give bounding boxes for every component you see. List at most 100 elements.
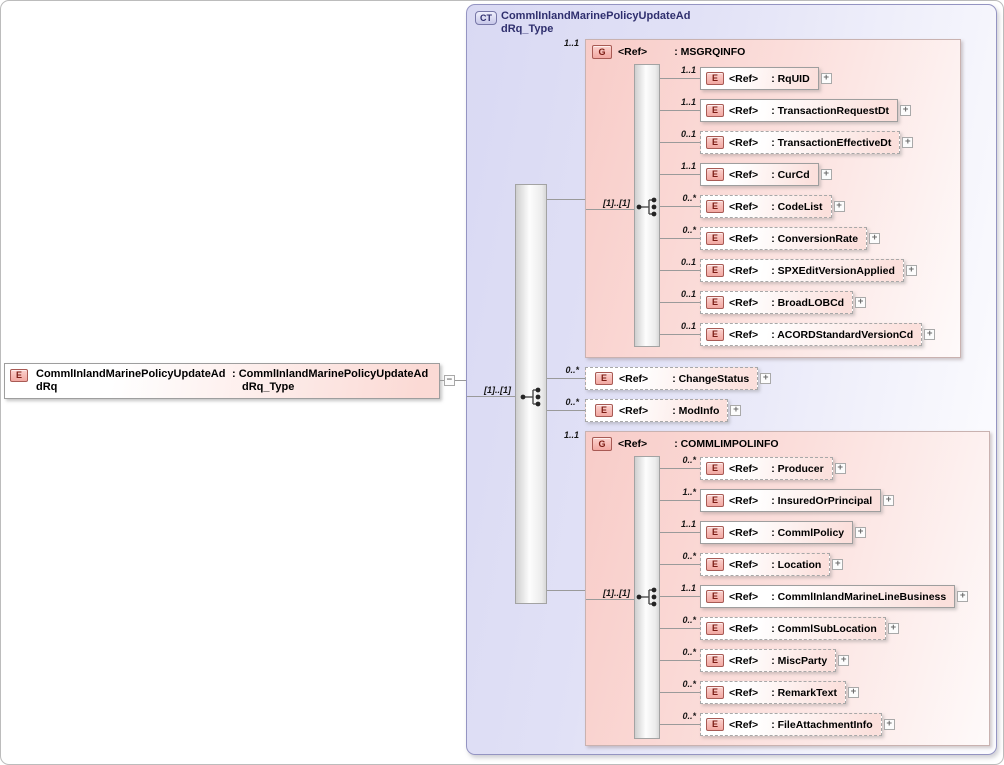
ref-keyword: <Ref>: [618, 45, 648, 58]
group-header: G <Ref> : COMMLIMPOLINFO: [592, 436, 779, 451]
element-box-comml-policy[interactable]: E <Ref> : CommlPolicy: [700, 521, 854, 544]
element-box-misc-party[interactable]: E <Ref> : MiscParty: [700, 649, 837, 672]
cardinality-label: 1..*: [682, 487, 696, 497]
expand-icon[interactable]: +: [900, 105, 912, 116]
group-box-msgrqinfo[interactable]: G <Ref> : MSGRQINFO [1]..[1] 1..1 E <Ref…: [585, 39, 961, 358]
element-box-file-attachment-info[interactable]: E <Ref> : FileAttachmentInfo: [700, 713, 882, 736]
connector-line: [586, 599, 634, 600]
collapse-icon[interactable]: −: [444, 375, 455, 386]
expand-icon[interactable]: +: [832, 559, 844, 570]
element-badge: E: [706, 168, 724, 181]
element-row: 0..* E <Ref> : ModInfo +: [547, 397, 742, 422]
element-box-transaction-effective-dt[interactable]: E <Ref> : TransactionEffectiveDt: [700, 131, 901, 154]
element-box-producer[interactable]: E <Ref> : Producer: [700, 457, 833, 480]
element-name: : RemarkText: [771, 686, 837, 699]
element-badge: E: [10, 369, 28, 382]
element-name: : FileAttachmentInfo: [771, 718, 873, 731]
root-element-box[interactable]: E CommlInlandMarinePolicyUpdateAd dRq : …: [4, 363, 440, 399]
element-row: 0..* E <Ref> : RemarkText +: [660, 679, 859, 704]
element-box-acord-standard-version-cd[interactable]: E <Ref> : ACORDStandardVersionCd: [700, 323, 923, 346]
connector-line: [547, 378, 585, 379]
element-box-insured-or-principal[interactable]: E <Ref> : InsuredOrPrincipal: [700, 489, 882, 512]
element-box-rquid[interactable]: E <Ref> : RqUID: [700, 67, 819, 90]
element-box-comml-sub-location[interactable]: E <Ref> : CommlSubLocation: [700, 617, 886, 640]
element-name: : CommlPolicy: [771, 526, 845, 539]
element-row: 0..* E <Ref> : ChangeStatus +: [547, 365, 772, 390]
element-badge: E: [706, 718, 724, 731]
ct-badge: CT: [475, 11, 497, 25]
expand-icon[interactable]: +: [887, 623, 899, 634]
expand-icon[interactable]: +: [834, 463, 846, 474]
connector-line: [467, 396, 515, 397]
element-name: : TransactionRequestDt: [771, 104, 890, 117]
group-box-commlimpolinfo[interactable]: G <Ref> : COMMLIMPOLINFO [1]..[1] 0..* E…: [585, 431, 990, 746]
expand-icon[interactable]: +: [855, 527, 867, 538]
expand-icon[interactable]: +: [760, 373, 772, 384]
cardinality-label: 0..*: [682, 193, 696, 203]
expand-icon[interactable]: +: [833, 201, 845, 212]
ref-keyword: <Ref>: [729, 590, 759, 603]
cardinality-label: 1..1: [680, 65, 696, 75]
element-box-comml-inland-marine-line-business[interactable]: E <Ref> : CommlInlandMarineLineBusiness: [700, 585, 956, 608]
connector-line: [660, 270, 700, 271]
expand-icon[interactable]: +: [838, 655, 850, 666]
complex-type-title: CommlInlandMarinePolicyUpdateAd dRq_Type: [501, 10, 691, 35]
connector-line: [660, 532, 700, 533]
expand-icon[interactable]: +: [883, 719, 895, 730]
group-name: : MSGRQINFO: [674, 45, 746, 58]
element-box-broad-lob-cd[interactable]: E <Ref> : BroadLOBCd: [700, 291, 854, 314]
element-box-cur-cd[interactable]: E <Ref> : CurCd: [700, 163, 819, 186]
expand-icon[interactable]: +: [924, 329, 936, 340]
element-name: : BroadLOBCd: [771, 296, 845, 309]
element-box-conversion-rate[interactable]: E <Ref> : ConversionRate: [700, 227, 868, 250]
ref-keyword: <Ref>: [729, 654, 759, 667]
element-badge: E: [706, 494, 724, 507]
group-name: : COMMLIMPOLINFO: [674, 437, 779, 450]
element-row: 0..* E <Ref> : Producer +: [660, 455, 846, 480]
ref-keyword: <Ref>: [619, 404, 649, 417]
expand-icon[interactable]: +: [847, 687, 859, 698]
ref-keyword: <Ref>: [729, 328, 759, 341]
connector-line: [660, 660, 700, 661]
connector-line: [660, 468, 700, 469]
expand-icon[interactable]: +: [905, 265, 917, 276]
element-row: 0..* E <Ref> : Location +: [660, 551, 844, 576]
expand-icon[interactable]: +: [883, 495, 895, 506]
expand-icon[interactable]: +: [820, 169, 832, 180]
connector-line: [547, 199, 585, 200]
expand-icon[interactable]: +: [902, 137, 914, 148]
element-badge: E: [706, 232, 724, 245]
element-badge: E: [595, 372, 613, 385]
element-box-location[interactable]: E <Ref> : Location: [700, 553, 831, 576]
element-badge: E: [706, 104, 724, 117]
expand-icon[interactable]: +: [869, 233, 881, 244]
element-box-spx-edit-version-applied[interactable]: E <Ref> : SPXEditVersionApplied: [700, 259, 904, 282]
ref-keyword: <Ref>: [729, 296, 759, 309]
root-element-name: CommlInlandMarinePolicyUpdateAd dRq: [36, 368, 226, 393]
element-badge: E: [706, 200, 724, 213]
element-name: : CommlSubLocation: [771, 622, 877, 635]
element-badge: E: [706, 136, 724, 149]
ref-keyword: <Ref>: [729, 136, 759, 149]
expand-icon[interactable]: +: [855, 297, 867, 308]
element-name: : MiscParty: [771, 654, 828, 667]
expand-icon[interactable]: +: [957, 591, 969, 602]
element-box-code-list[interactable]: E <Ref> : CodeList: [700, 195, 832, 218]
element-box-transaction-request-dt[interactable]: E <Ref> : TransactionRequestDt: [700, 99, 899, 122]
expand-icon[interactable]: +: [820, 73, 832, 84]
connector-line: [660, 724, 700, 725]
element-box-mod-info[interactable]: E <Ref> : ModInfo: [585, 399, 729, 422]
expand-icon[interactable]: +: [730, 405, 742, 416]
element-box-change-status[interactable]: E <Ref> : ChangeStatus: [585, 367, 759, 390]
model-cardinality-label: [1]..[1]: [603, 588, 630, 598]
cardinality-label: 1..1: [680, 161, 696, 171]
ref-keyword: <Ref>: [729, 462, 759, 475]
element-badge: E: [706, 72, 724, 85]
ref-keyword: <Ref>: [618, 437, 648, 450]
element-row: 1..1 E <Ref> : CurCd +: [660, 161, 832, 186]
connector-line: [660, 334, 700, 335]
cardinality-label: 1..1: [563, 430, 579, 440]
element-name: : ConversionRate: [771, 232, 859, 245]
cardinality-label: 0..1: [680, 321, 696, 331]
element-box-remark-text[interactable]: E <Ref> : RemarkText: [700, 681, 846, 704]
